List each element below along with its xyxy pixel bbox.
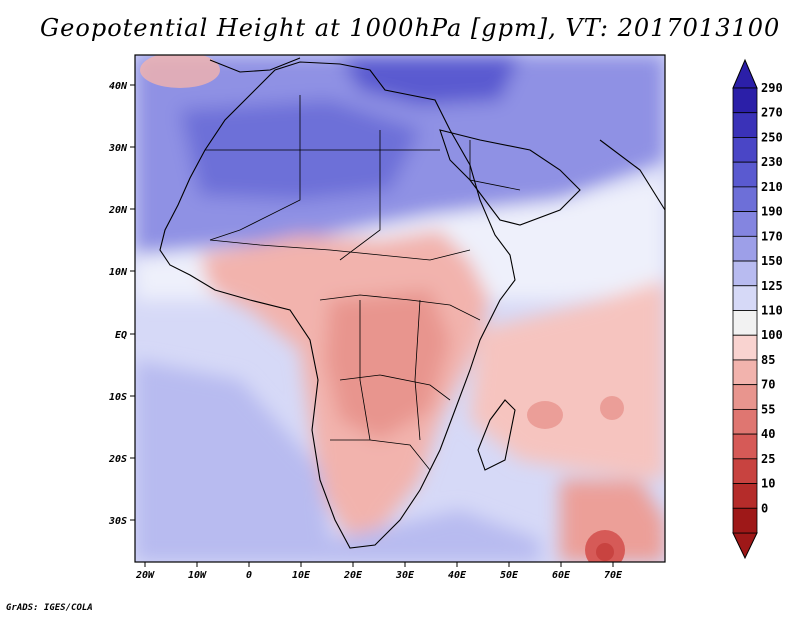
field-low-mascarene — [600, 396, 624, 420]
colorbar-swatch — [732, 310, 758, 336]
colorbar-swatch — [732, 408, 758, 435]
lon-label: 50E — [500, 570, 519, 581]
colorbar-swatch — [732, 112, 758, 138]
colorbar-label: 250 — [761, 130, 783, 144]
border-vertical-2 — [414, 299, 421, 441]
colorbar-swatch — [732, 285, 758, 311]
colorbar-swatch — [732, 87, 758, 114]
colorbar-swatch — [732, 507, 758, 534]
lon-label: 10E — [292, 570, 311, 581]
africa-coast — [159, 61, 516, 549]
lon-labels: 20W 10W 0 10E 20E 30E 40E 50E 60E 70E — [135, 570, 623, 581]
colorbar-label: 110 — [761, 304, 783, 318]
lon-label: 30E — [395, 570, 415, 581]
height-field — [135, 55, 665, 562]
lat-label: 10N — [109, 267, 128, 278]
lat-label: 20S — [108, 454, 127, 465]
colorbar-bottom-arrow — [732, 532, 758, 560]
lon-label: 20E — [343, 570, 363, 581]
field-low-madagascar-east — [527, 401, 563, 429]
country-borders — [205, 95, 521, 471]
lat-label: EQ — [115, 330, 127, 341]
colorbar-label: 70 — [761, 378, 775, 392]
colorbar-label: 10 — [761, 477, 775, 491]
colorbar-label: 100 — [761, 328, 783, 342]
arabia-coast — [439, 129, 581, 226]
coastlines — [159, 57, 665, 549]
field-low-core — [596, 543, 614, 561]
colorbar-label: 290 — [761, 81, 783, 95]
border-sahara-west — [209, 95, 301, 241]
lon-label: 70E — [604, 570, 623, 581]
lat-labels: 40N 30N 20N 10N EQ 10S 20S 30S — [108, 81, 128, 527]
field-red-ocean — [470, 280, 665, 480]
colorbar-label: 230 — [761, 155, 783, 169]
colorbar-label: 40 — [761, 427, 775, 441]
lat-label: 30S — [108, 516, 127, 527]
colorbar-label: 55 — [761, 402, 775, 416]
border-central — [319, 294, 481, 321]
colorbar-swatch — [732, 186, 758, 213]
colorbar: 2902702502302101901701501251101008570554… — [732, 58, 783, 560]
lat-label: 20N — [108, 205, 128, 216]
border-sahara-east — [339, 130, 381, 261]
border-sahel — [209, 239, 471, 261]
colorbar-label: 85 — [761, 353, 775, 367]
colorbar-label: 125 — [761, 279, 783, 293]
colorbar-label: 270 — [761, 106, 783, 120]
colorbar-swatch — [732, 137, 758, 163]
map-title: Geopotential Height at 1000hPa [gpm], VT… — [40, 14, 781, 42]
lon-label: 10W — [188, 570, 207, 581]
grads-credit: GrADS: IGES/COLA — [6, 603, 93, 613]
colorbar-swatch — [732, 334, 758, 361]
lat-label: 30N — [108, 143, 128, 154]
colorbar-swatch — [732, 359, 758, 386]
colorbar-swatch — [732, 260, 758, 287]
border-south — [330, 439, 431, 471]
field-red-northwest — [140, 55, 220, 88]
madagascar-coast — [477, 399, 516, 471]
colorbar-swatch — [732, 384, 758, 410]
colorbar-swatch — [732, 211, 758, 237]
colorbar-swatch — [732, 235, 758, 262]
border-arabia — [469, 140, 521, 191]
field-blue-south — [135, 360, 540, 562]
lon-label: 0 — [246, 570, 252, 581]
colorbar-label: 0 — [761, 501, 768, 515]
colorbar-swatch — [732, 433, 758, 460]
map-frame — [134, 54, 666, 563]
axis-ticks — [130, 84, 614, 567]
field-red-core — [325, 290, 450, 440]
lat-label: 10S — [109, 392, 127, 403]
colorbar-label: 170 — [761, 229, 783, 243]
lon-label: 40E — [448, 570, 467, 581]
colorbar-label: 210 — [761, 180, 783, 194]
colorbar-label: 25 — [761, 452, 775, 466]
india-coast — [599, 139, 665, 211]
lon-label: 20W — [135, 570, 155, 581]
europe-coast — [209, 57, 301, 73]
field-red-south — [560, 480, 665, 562]
colorbar-top-arrow — [732, 58, 758, 89]
colorbar-label: 190 — [761, 205, 783, 219]
lat-label: 40N — [109, 81, 128, 92]
colorbar-swatch — [732, 161, 758, 188]
border-vertical-1 — [359, 300, 371, 441]
colorbar-swatch — [732, 483, 758, 509]
colorbar-swatch — [732, 458, 758, 484]
lon-label: 60E — [552, 570, 571, 581]
field-blue-med — [340, 55, 520, 105]
colorbar-label: 150 — [761, 254, 783, 268]
